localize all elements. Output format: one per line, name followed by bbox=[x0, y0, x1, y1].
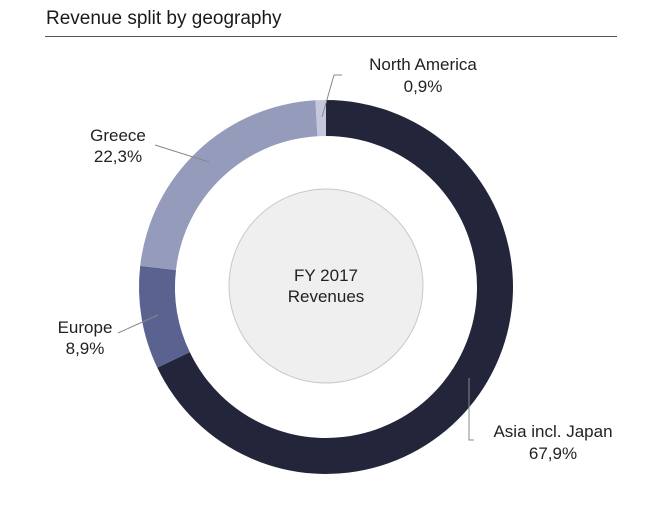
center-circle bbox=[228, 188, 424, 384]
leader-line-asia bbox=[468, 378, 474, 441]
label-europe-name: Europe bbox=[58, 318, 113, 337]
center-label-line2: Revenues bbox=[288, 287, 365, 306]
leader-line-greece bbox=[154, 144, 210, 163]
label-asia-value: 67,9% bbox=[529, 444, 577, 463]
title-underline bbox=[45, 36, 617, 37]
chart-title: Revenue split by geography bbox=[46, 8, 282, 29]
slice-europe bbox=[139, 265, 190, 368]
label-greece-name: Greece bbox=[90, 126, 146, 145]
slice-north-america bbox=[315, 100, 326, 137]
center-label-line1: FY 2017 bbox=[294, 266, 358, 285]
leader-line-north-america bbox=[321, 74, 342, 118]
label-asia-name: Asia incl. Japan bbox=[493, 422, 612, 441]
label-north-america-value: 0,9% bbox=[404, 77, 443, 96]
label-north-america-name: North America bbox=[369, 55, 477, 74]
leader-line-europe bbox=[117, 314, 159, 334]
label-greece-value: 22,3% bbox=[94, 147, 142, 166]
label-europe-value: 8,9% bbox=[66, 339, 105, 358]
slice-greece bbox=[140, 100, 318, 270]
